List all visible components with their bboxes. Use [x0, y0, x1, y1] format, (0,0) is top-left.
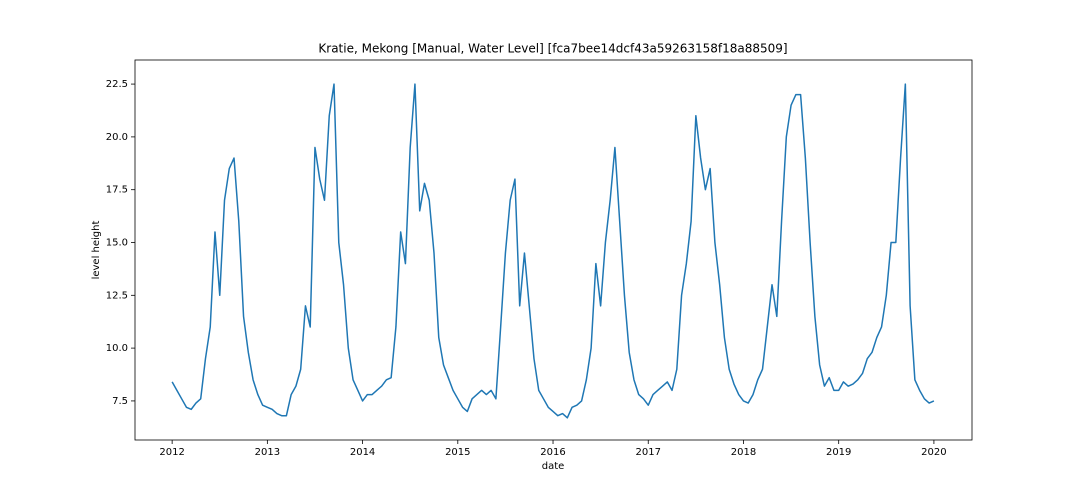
x-axis-label: date — [542, 461, 565, 472]
chart-title: Kratie, Mekong [Manual, Water Level] [fc… — [318, 42, 787, 56]
y-axis-label: level height — [91, 221, 102, 280]
x-tick-label: 2017 — [636, 447, 661, 458]
x-tick-label: 2014 — [350, 447, 375, 458]
x-tick-label: 2015 — [445, 447, 470, 458]
x-tick-label: 2013 — [255, 447, 280, 458]
x-tick-label: 2016 — [540, 447, 565, 458]
y-tick-label: 15.0 — [106, 238, 128, 249]
y-tick-label: 12.5 — [106, 290, 128, 301]
axes-frame — [134, 59, 973, 441]
x-tick-label: 2020 — [921, 447, 946, 458]
x-tick-label: 2018 — [731, 447, 756, 458]
y-tick-label: 22.5 — [106, 79, 128, 90]
x-tick-label: 2019 — [826, 447, 851, 458]
y-tick-label: 10.0 — [106, 343, 128, 354]
y-tick-label: 17.5 — [106, 185, 128, 196]
x-tick-label: 2012 — [159, 447, 184, 458]
y-tick-label: 20.0 — [106, 132, 128, 143]
data-line — [171, 83, 935, 419]
y-tick-label: 7.5 — [112, 396, 128, 407]
